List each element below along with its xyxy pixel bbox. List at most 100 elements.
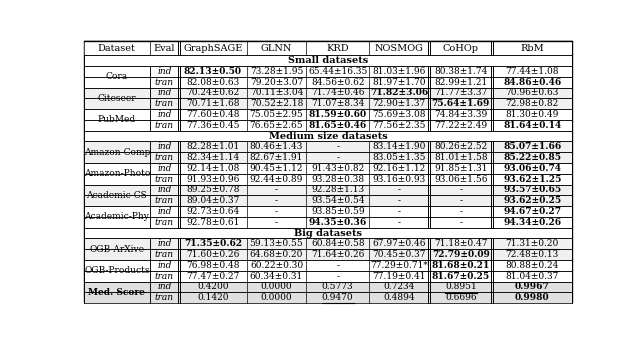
Text: 94.67±0.27: 94.67±0.27 — [503, 207, 561, 216]
Text: 92.28±1.13: 92.28±1.13 — [311, 186, 364, 194]
Bar — [492, 238, 572, 249]
Text: 72.98±0.82: 72.98±0.82 — [506, 99, 559, 108]
Bar — [429, 41, 492, 55]
Bar — [369, 163, 429, 174]
Bar — [179, 282, 246, 292]
Bar — [429, 77, 492, 88]
Text: 93.06±1.56: 93.06±1.56 — [434, 175, 488, 184]
Text: -: - — [336, 272, 339, 281]
Text: 0.9967: 0.9967 — [515, 283, 550, 291]
Bar — [369, 292, 429, 303]
Text: 79.20±3.07: 79.20±3.07 — [250, 78, 303, 87]
Text: 93.62±1.25: 93.62±1.25 — [503, 175, 561, 184]
Bar — [246, 120, 307, 131]
Bar — [246, 292, 307, 303]
Bar — [369, 282, 429, 292]
Text: ind: ind — [157, 142, 172, 151]
Text: 75.64±1.69: 75.64±1.69 — [432, 99, 490, 108]
Bar — [179, 174, 246, 185]
Text: 93.06±0.74: 93.06±0.74 — [503, 164, 561, 173]
Text: 91.43±0.82: 91.43±0.82 — [311, 164, 364, 173]
Text: 85.07±1.66: 85.07±1.66 — [503, 142, 561, 151]
Bar — [307, 98, 369, 109]
Text: 80.26±2.52: 80.26±2.52 — [435, 142, 488, 151]
Bar — [369, 141, 429, 152]
Text: ind: ind — [157, 110, 172, 119]
Text: tran: tran — [155, 175, 174, 184]
Text: -: - — [275, 186, 278, 194]
Text: 91.93±0.96: 91.93±0.96 — [186, 175, 239, 184]
Text: ind: ind — [157, 67, 172, 76]
Bar — [307, 292, 369, 303]
Text: -: - — [336, 261, 339, 270]
Text: 92.78±0.61: 92.78±0.61 — [186, 218, 239, 227]
Bar — [246, 98, 307, 109]
Bar — [369, 109, 429, 120]
Text: -: - — [275, 218, 278, 227]
Text: 0.5773: 0.5773 — [322, 283, 353, 291]
Bar — [429, 217, 492, 228]
Text: 82.99±1.21: 82.99±1.21 — [435, 78, 488, 87]
Text: 81.01±1.58: 81.01±1.58 — [434, 153, 488, 162]
Bar — [179, 217, 246, 228]
Bar — [492, 163, 572, 174]
Bar — [369, 249, 429, 260]
Text: 81.04±0.37: 81.04±0.37 — [506, 272, 559, 281]
Text: -: - — [398, 196, 401, 205]
Text: 93.16±0.93: 93.16±0.93 — [372, 175, 426, 184]
Bar — [179, 120, 246, 131]
Text: CoHOp: CoHOp — [443, 44, 479, 53]
Bar — [179, 271, 246, 282]
Bar — [492, 141, 572, 152]
Text: 76.65±2.65: 76.65±2.65 — [250, 121, 303, 130]
Text: 0.0000: 0.0000 — [260, 293, 292, 302]
Bar — [369, 98, 429, 109]
Bar — [429, 282, 492, 292]
Bar — [150, 271, 179, 282]
Text: 93.57±0.65: 93.57±0.65 — [503, 186, 561, 194]
Bar — [246, 174, 307, 185]
Text: 81.64±0.14: 81.64±0.14 — [503, 121, 561, 130]
Bar — [150, 66, 179, 77]
Text: 77.44±1.08: 77.44±1.08 — [506, 67, 559, 76]
Bar — [150, 98, 179, 109]
Bar — [179, 249, 246, 260]
Bar — [492, 174, 572, 185]
Text: -: - — [336, 153, 339, 162]
Text: tran: tran — [155, 78, 174, 87]
Bar — [369, 271, 429, 282]
Bar — [369, 77, 429, 88]
Bar — [179, 195, 246, 206]
Text: 84.86±0.46: 84.86±0.46 — [503, 78, 561, 87]
Bar — [84, 41, 150, 55]
Bar — [492, 41, 572, 55]
Bar — [429, 152, 492, 163]
Bar — [492, 66, 572, 77]
Text: 82.08±0.63: 82.08±0.63 — [186, 78, 239, 87]
Bar — [179, 66, 246, 77]
Bar — [84, 141, 150, 163]
Bar — [179, 77, 246, 88]
Text: 71.60±0.26: 71.60±0.26 — [186, 250, 239, 259]
Bar — [429, 66, 492, 77]
Text: tran: tran — [155, 99, 174, 108]
Bar — [179, 238, 246, 249]
Text: 59.13±0.55: 59.13±0.55 — [250, 239, 303, 248]
Bar — [307, 66, 369, 77]
Bar — [429, 163, 492, 174]
Text: GraphSAGE: GraphSAGE — [183, 44, 243, 53]
Bar — [492, 292, 572, 303]
Text: 90.45±1.12: 90.45±1.12 — [250, 164, 303, 173]
Bar — [429, 185, 492, 195]
Text: GLNN: GLNN — [260, 44, 292, 53]
Text: 83.14±1.90: 83.14±1.90 — [372, 142, 426, 151]
Bar — [307, 260, 369, 271]
Bar — [492, 185, 572, 195]
Bar — [369, 66, 429, 77]
Text: 0.4894: 0.4894 — [383, 293, 415, 302]
Text: 91.85±1.31: 91.85±1.31 — [434, 164, 488, 173]
Text: 81.97±1.70: 81.97±1.70 — [372, 78, 426, 87]
Text: Med. Score: Med. Score — [88, 288, 145, 297]
Text: 82.67±1.91: 82.67±1.91 — [250, 153, 303, 162]
Text: 76.98±0.48: 76.98±0.48 — [186, 261, 239, 270]
